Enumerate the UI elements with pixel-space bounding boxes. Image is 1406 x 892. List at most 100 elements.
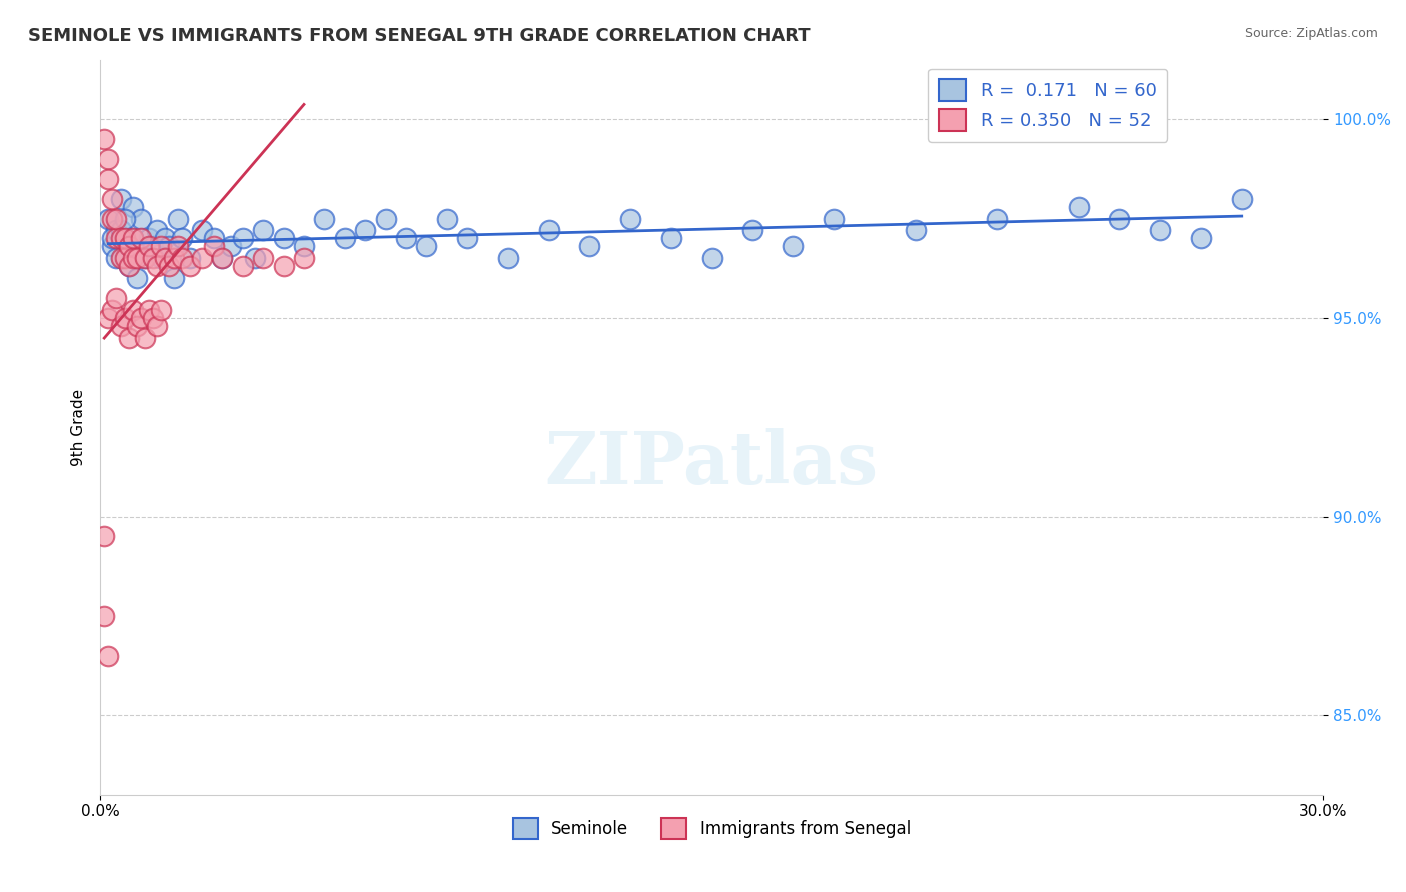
Immigrants from Senegal (232, 259, 254, 273)
Seminole (904, 223, 927, 237)
Seminole (191, 223, 214, 237)
Immigrants from Senegal (110, 318, 132, 333)
Text: SEMINOLE VS IMMIGRANTS FROM SENEGAL 9TH GRADE CORRELATION CHART: SEMINOLE VS IMMIGRANTS FROM SENEGAL 9TH … (28, 27, 811, 45)
Immigrants from Senegal (138, 302, 160, 317)
Immigrants from Senegal (273, 259, 295, 273)
Immigrants from Senegal (125, 318, 148, 333)
Immigrants from Senegal (155, 252, 177, 266)
Y-axis label: 9th Grade: 9th Grade (72, 389, 86, 466)
Immigrants from Senegal (138, 239, 160, 253)
Immigrants from Senegal (170, 252, 193, 266)
Immigrants from Senegal (252, 252, 274, 266)
Immigrants from Senegal (118, 239, 141, 253)
Seminole (333, 231, 356, 245)
Seminole (121, 200, 143, 214)
Seminole (129, 211, 152, 226)
Seminole (456, 231, 478, 245)
Seminole (354, 223, 377, 237)
Seminole (101, 231, 124, 245)
Seminole (659, 231, 682, 245)
Seminole (537, 223, 560, 237)
Immigrants from Senegal (121, 231, 143, 245)
Immigrants from Senegal (110, 231, 132, 245)
Immigrants from Senegal (101, 192, 124, 206)
Seminole (118, 259, 141, 273)
Seminole (415, 239, 437, 253)
Immigrants from Senegal (93, 132, 115, 146)
Seminole (782, 239, 804, 253)
Immigrants from Senegal (150, 302, 173, 317)
Immigrants from Senegal (179, 259, 201, 273)
Immigrants from Senegal (162, 252, 184, 266)
Immigrants from Senegal (191, 252, 214, 266)
Seminole (986, 211, 1008, 226)
Seminole (1108, 211, 1130, 226)
Immigrants from Senegal (97, 648, 120, 663)
Seminole (211, 252, 233, 266)
Seminole (110, 252, 132, 266)
Immigrants from Senegal (211, 252, 233, 266)
Immigrants from Senegal (150, 239, 173, 253)
Immigrants from Senegal (114, 310, 136, 325)
Seminole (1149, 223, 1171, 237)
Seminole (114, 211, 136, 226)
Seminole (395, 231, 418, 245)
Immigrants from Senegal (159, 259, 181, 273)
Seminole (125, 271, 148, 285)
Seminole (179, 252, 201, 266)
Seminole (314, 211, 336, 226)
Seminole (232, 231, 254, 245)
Seminole (374, 211, 396, 226)
Seminole (292, 239, 315, 253)
Immigrants from Senegal (146, 259, 169, 273)
Seminole (166, 211, 188, 226)
Seminole (273, 231, 295, 245)
Seminole (105, 252, 128, 266)
Seminole (138, 231, 160, 245)
Immigrants from Senegal (142, 252, 165, 266)
Seminole (114, 231, 136, 245)
Immigrants from Senegal (129, 231, 152, 245)
Immigrants from Senegal (114, 252, 136, 266)
Immigrants from Senegal (110, 252, 132, 266)
Text: ZIPatlas: ZIPatlas (544, 428, 879, 500)
Seminole (146, 223, 169, 237)
Legend: Seminole, Immigrants from Senegal: Seminole, Immigrants from Senegal (506, 812, 918, 846)
Immigrants from Senegal (121, 302, 143, 317)
Seminole (1230, 192, 1253, 206)
Immigrants from Senegal (142, 310, 165, 325)
Seminole (150, 252, 173, 266)
Seminole (823, 211, 845, 226)
Immigrants from Senegal (97, 152, 120, 166)
Seminole (155, 231, 177, 245)
Seminole (219, 239, 242, 253)
Immigrants from Senegal (105, 211, 128, 226)
Text: Source: ZipAtlas.com: Source: ZipAtlas.com (1244, 27, 1378, 40)
Immigrants from Senegal (101, 302, 124, 317)
Immigrants from Senegal (101, 211, 124, 226)
Seminole (97, 211, 120, 226)
Immigrants from Senegal (292, 252, 315, 266)
Seminole (496, 252, 519, 266)
Seminole (170, 231, 193, 245)
Immigrants from Senegal (97, 310, 120, 325)
Immigrants from Senegal (118, 259, 141, 273)
Seminole (202, 231, 225, 245)
Seminole (105, 223, 128, 237)
Seminole (1067, 200, 1090, 214)
Immigrants from Senegal (114, 231, 136, 245)
Seminole (118, 239, 141, 253)
Seminole (121, 231, 143, 245)
Seminole (162, 271, 184, 285)
Seminole (436, 211, 458, 226)
Immigrants from Senegal (93, 529, 115, 543)
Seminole (243, 252, 266, 266)
Immigrants from Senegal (166, 239, 188, 253)
Immigrants from Senegal (129, 310, 152, 325)
Seminole (700, 252, 723, 266)
Seminole (159, 239, 181, 253)
Seminole (101, 239, 124, 253)
Immigrants from Senegal (118, 331, 141, 345)
Immigrants from Senegal (146, 318, 169, 333)
Seminole (741, 223, 763, 237)
